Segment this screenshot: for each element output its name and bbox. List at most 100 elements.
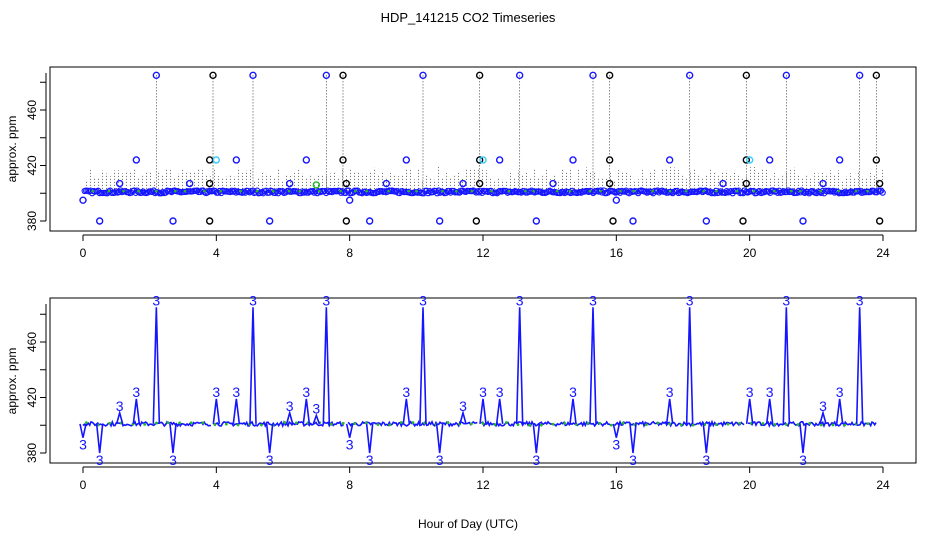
data-point — [252, 189, 259, 196]
data-point — [644, 189, 651, 196]
point-label: 3 — [436, 452, 444, 468]
point-label: 3 — [169, 452, 177, 468]
data-point-green — [271, 189, 275, 193]
outlier-point — [205, 156, 214, 164]
data-point-green — [154, 421, 158, 425]
x-tick-label: 20 — [743, 478, 757, 492]
data-point-green — [773, 189, 776, 193]
outlier-point — [382, 179, 391, 188]
point-label: 3 — [569, 384, 577, 400]
x-tick-label: 4 — [213, 478, 220, 492]
point-label: 3 — [666, 384, 674, 400]
point-label: 3 — [266, 452, 274, 468]
data-point-green — [446, 421, 450, 424]
data-point-green — [808, 422, 812, 425]
data-point-green — [317, 189, 321, 193]
spike-line — [532, 423, 541, 454]
data-point — [723, 187, 730, 195]
data-point-green — [407, 189, 411, 193]
point-label: 3 — [116, 398, 124, 414]
data-point — [840, 189, 847, 197]
data-point-green — [411, 421, 415, 424]
data-point — [233, 189, 240, 196]
data-point-green — [837, 189, 841, 193]
point-label: 3 — [516, 292, 524, 308]
data-point-green — [364, 421, 368, 425]
data-point-green — [455, 189, 458, 193]
data-point-green — [773, 423, 777, 426]
top-axes: 0 4 8 12 16 20 24 380 420 460 — [25, 73, 890, 260]
point-label: 3 — [702, 452, 710, 468]
data-point-green — [735, 189, 739, 193]
data-point-green — [154, 189, 158, 193]
data-point-green — [715, 189, 718, 193]
spike-line — [402, 398, 411, 424]
outlier-point — [819, 179, 827, 188]
bottom-axes: 0 4 8 12 16 20 24 380 420 460 — [25, 304, 890, 492]
data-point-green — [831, 423, 835, 427]
data-point — [848, 188, 855, 195]
data-point-green — [122, 189, 125, 193]
outlier-point — [872, 71, 881, 80]
data-point-green — [555, 189, 559, 193]
data-point-green — [532, 189, 535, 193]
x-tick-label: 24 — [876, 478, 890, 492]
data-point-green — [84, 421, 88, 425]
outlier-point — [475, 179, 484, 188]
data-point — [144, 189, 151, 196]
top-panel: approx. ppm 0 4 8 12 16 20 24 380 420 460 — [5, 66, 917, 260]
data-point — [158, 190, 165, 197]
data-point-green — [568, 189, 572, 193]
data-point-green — [619, 189, 622, 193]
data-point-green — [387, 189, 390, 193]
outlier-point — [515, 71, 524, 80]
outlier-point — [459, 179, 467, 188]
data-point-green — [684, 189, 688, 193]
data-point — [662, 188, 669, 195]
data-point-green — [504, 421, 508, 424]
spike-line — [312, 413, 321, 425]
data-point-green — [201, 421, 205, 425]
spike-line — [322, 307, 331, 424]
x-tick-label: 8 — [346, 246, 353, 260]
data-point-green — [339, 189, 342, 193]
spike-line — [232, 398, 241, 424]
data-point-green — [702, 189, 705, 193]
data-point-green — [365, 189, 368, 193]
data-point-green — [178, 421, 182, 425]
data-point — [797, 189, 804, 196]
point-label: 3 — [312, 401, 320, 417]
spike-line — [855, 307, 864, 424]
point-label: 3 — [419, 292, 427, 308]
outlier-point — [872, 156, 881, 164]
outlier-point — [95, 217, 104, 225]
data-point — [245, 187, 252, 195]
outlier-point — [132, 156, 141, 164]
outlier-point — [475, 71, 484, 80]
data-point — [359, 190, 366, 197]
data-point — [269, 188, 276, 195]
outlier-point — [285, 179, 294, 188]
point-label: 3 — [686, 292, 694, 308]
data-point — [197, 188, 204, 196]
outlier-point — [702, 217, 711, 225]
data-point — [783, 188, 790, 196]
data-point-green — [524, 189, 527, 193]
data-point-green — [91, 189, 94, 193]
data-point-green — [866, 422, 870, 426]
data-point-green — [789, 189, 793, 193]
series-line — [82, 419, 212, 428]
outlier-point — [782, 71, 791, 80]
data-point-green — [796, 423, 800, 426]
outlier-point — [342, 179, 351, 188]
data-point — [831, 189, 838, 196]
point-label: 3 — [302, 384, 310, 400]
outlier-point — [435, 217, 444, 225]
point-label: 3 — [212, 384, 220, 400]
outlier-point — [799, 217, 807, 225]
data-point-green — [598, 421, 602, 425]
outlier-point — [665, 156, 674, 164]
outlier-point — [185, 179, 194, 188]
data-point-green — [726, 422, 730, 426]
data-point — [113, 188, 120, 195]
